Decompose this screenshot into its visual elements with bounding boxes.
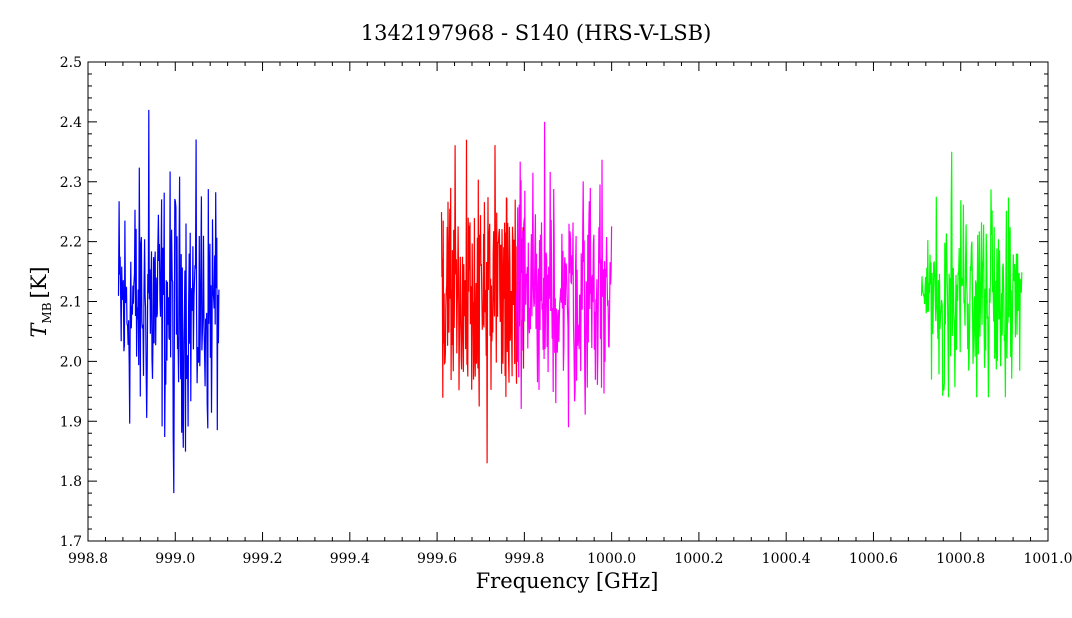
x-tick-label: 1000.4: [762, 551, 811, 567]
x-tick-label: 1001.0: [1024, 551, 1072, 567]
x-tick-label: 1000.0: [587, 551, 636, 567]
spectrum-series-3: [515, 121, 613, 428]
x-tick-label: 998.8: [68, 551, 108, 567]
chart-title: 1342197968 - S140 (HRS-V-LSB): [361, 21, 712, 45]
spectrum-series-4: [920, 151, 1023, 398]
y-tick-label: 2.0: [60, 354, 82, 370]
svg-text:TMB[K]: TMB [K]: [27, 266, 54, 337]
spectrum-series-1: [117, 109, 220, 494]
x-tick-label: 999.6: [417, 551, 457, 567]
y-tick-label: 2.1: [60, 295, 82, 311]
y-tick-label: 1.8: [60, 474, 82, 490]
spectrum-series-2: [440, 139, 525, 464]
y-axis-label-unit: [K]: [27, 266, 51, 298]
y-tick-label: 2.4: [60, 115, 82, 131]
y-axis-label: TMB [K]: [27, 266, 54, 337]
y-tick-label: 2.5: [60, 55, 82, 71]
y-tick-label: 2.2: [60, 235, 82, 251]
x-tick-label: 1000.8: [936, 551, 985, 567]
y-axis: 1.7 1.8 1.9 2.0 2.1 2.2 2.3 2.4 2.5: [60, 55, 1048, 550]
x-tick-label: 999.2: [242, 551, 282, 567]
x-tick-label: 1000.6: [849, 551, 898, 567]
plot-area: 998.8 999.0 999.2 999.4 999.6 999.8 1000.0 1000…: [60, 55, 1072, 567]
y-tick-label: 1.9: [60, 414, 82, 430]
x-axis-label: Frequency [GHz]: [476, 569, 659, 593]
x-axis: 998.8 999.0 999.2 999.4 999.6 999.8 1000.0 1000…: [68, 62, 1072, 567]
y-tick-label: 1.7: [60, 534, 82, 550]
x-tick-label: 999.0: [155, 551, 195, 567]
series-layer: [117, 109, 1023, 494]
y-tick-label: 2.3: [60, 175, 82, 191]
y-axis-label-symbol: T: [27, 322, 51, 338]
x-tick-label: 999.8: [504, 551, 544, 567]
plot-frame: [87, 61, 1049, 542]
x-tick-label: 1000.2: [674, 551, 723, 567]
x-tick-label: 999.4: [330, 551, 370, 567]
y-axis-label-subscript: MB: [40, 302, 54, 323]
